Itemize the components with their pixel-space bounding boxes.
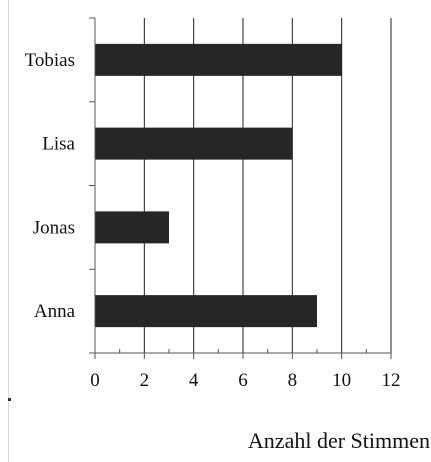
category-label-tobias: Tobias	[25, 50, 75, 71]
x-tick-label-4: 4	[189, 370, 199, 391]
tick-labels: 0 2 4 6 8 10 12	[90, 370, 400, 391]
category-labels: Anna Jonas Lisa Tobias	[25, 50, 76, 322]
bar-lisa	[95, 127, 293, 160]
x-tick-label-10: 10	[332, 370, 351, 391]
bars	[95, 43, 342, 328]
x-tick-label-0: 0	[90, 370, 100, 391]
category-label-lisa: Lisa	[42, 134, 75, 155]
left-frame-line	[8, 0, 9, 462]
bar-jonas	[95, 211, 169, 244]
x-tick-label-12: 12	[382, 370, 401, 391]
x-tick-label-2: 2	[140, 370, 150, 391]
x-axis-title: Anzahl der Stimmen	[247, 428, 430, 453]
category-label-anna: Anna	[34, 301, 76, 322]
corner-dot	[8, 398, 11, 401]
bar-anna	[95, 295, 317, 328]
bar-tobias	[95, 43, 342, 76]
x-tick-label-6: 6	[238, 370, 248, 391]
x-tick-label-8: 8	[288, 370, 298, 391]
category-label-jonas: Jonas	[33, 217, 75, 238]
axes	[89, 17, 392, 359]
